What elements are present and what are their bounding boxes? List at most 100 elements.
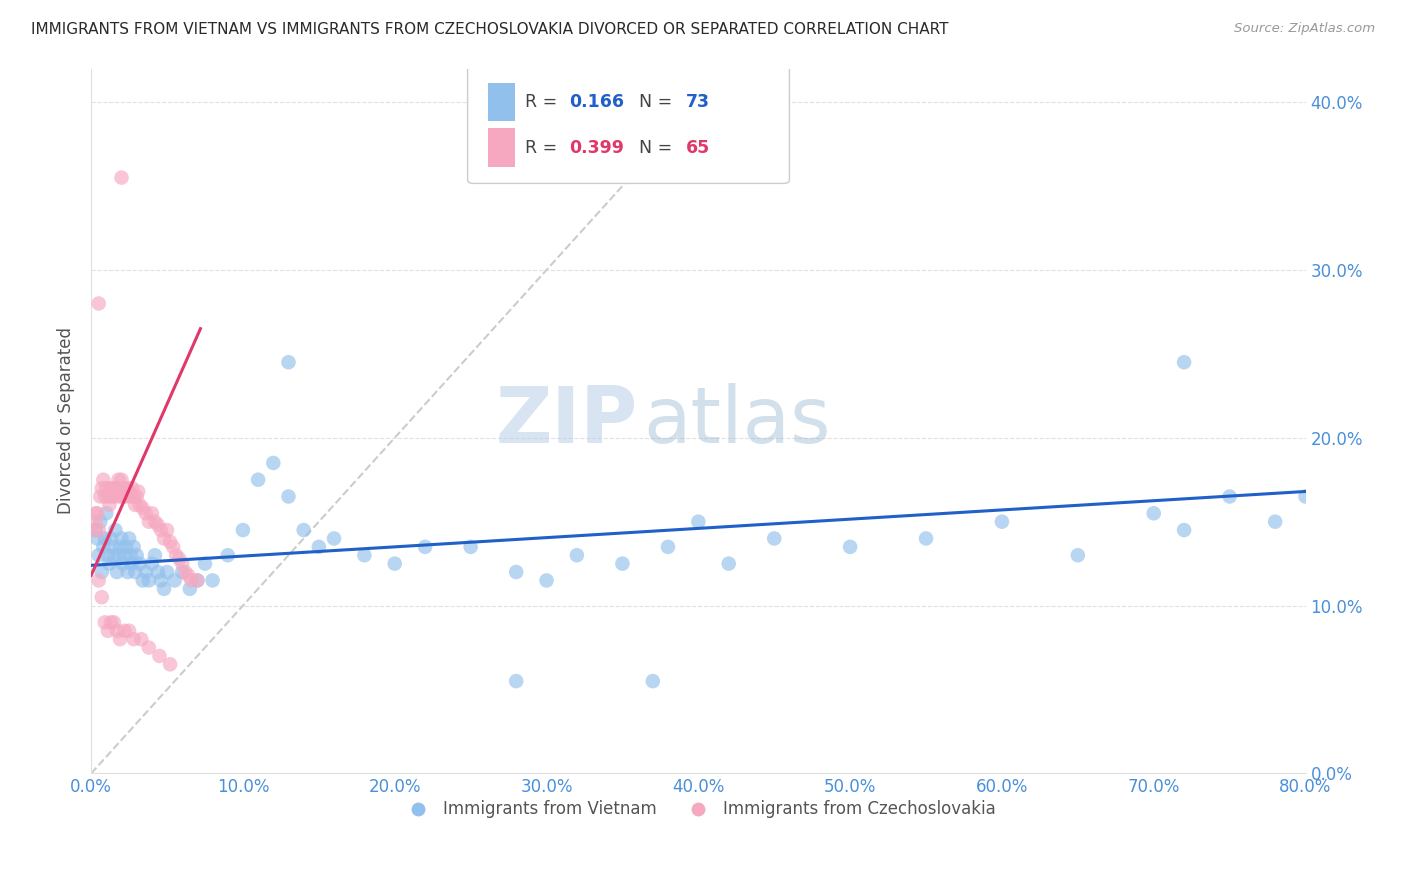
Point [87,574,110,588]
Text: 65: 65 [686,139,710,157]
Point [1264,515,1286,529]
Point [156,565,179,579]
Point [143,515,166,529]
Text: ZIP: ZIP [495,383,637,459]
Point [118,532,141,546]
Point [135,506,157,520]
Point [83,523,105,537]
Point [1295,490,1317,504]
Point [97,490,120,504]
Point [146,518,169,533]
Point [153,532,176,546]
Point [657,540,679,554]
Point [122,490,145,504]
Point [112,557,135,571]
Point [101,490,124,504]
Point [89,490,111,504]
Bar [488,83,515,121]
Point [98,557,121,571]
Point [565,548,588,562]
Point [135,565,157,579]
Point [505,674,527,689]
Point [114,548,136,562]
Point [101,540,124,554]
Point [277,355,299,369]
Point [90,591,112,605]
Point [141,557,163,571]
Point [108,490,131,504]
Point [138,574,160,588]
Point [120,548,142,562]
Point [138,640,160,655]
Point [100,481,122,495]
Point [91,473,114,487]
Legend: Immigrants from Vietnam, Immigrants from Czechoslovakia: Immigrants from Vietnam, Immigrants from… [394,794,1002,825]
Point [96,481,118,495]
Point [132,501,155,516]
Point [84,523,107,537]
Point [153,582,176,596]
Point [138,515,160,529]
Point [114,481,136,495]
Point [103,481,125,495]
Text: 0.399: 0.399 [569,139,624,157]
Bar [488,128,515,167]
Point [1219,490,1241,504]
Point [87,548,110,562]
Point [146,565,169,579]
Point [159,534,181,549]
Point [143,548,166,562]
Point [115,540,138,554]
Point [110,532,132,546]
Point [87,523,110,537]
Point [94,490,117,504]
Point [117,481,139,495]
Point [1067,548,1090,562]
Text: N =: N = [628,93,678,111]
Point [505,565,527,579]
Point [292,523,315,537]
Point [125,490,148,504]
Point [641,674,664,689]
Point [118,484,141,499]
Point [105,624,128,638]
Text: atlas: atlas [644,383,831,459]
Point [100,532,122,546]
Point [110,170,132,185]
Point [105,565,128,579]
Point [384,557,406,571]
Point [97,624,120,638]
Point [90,565,112,579]
Point [180,574,202,588]
Point [308,540,330,554]
Point [172,557,194,571]
Point [1173,523,1195,537]
Point [121,481,143,495]
Point [536,574,558,588]
Point [104,490,127,504]
Point [159,657,181,672]
Point [277,490,299,504]
Point [717,557,740,571]
Point [247,473,270,487]
Point [107,548,129,562]
Point [100,615,122,630]
Point [122,632,145,647]
Point [194,557,217,571]
Point [217,548,239,562]
Point [128,498,150,512]
Point [98,498,121,512]
Text: R =: R = [524,93,562,111]
Point [201,574,224,588]
Point [149,574,172,588]
FancyBboxPatch shape [468,60,789,184]
Point [413,540,436,554]
Point [124,498,146,512]
Point [94,615,117,630]
Point [84,515,107,529]
Point [172,565,194,579]
Point [97,548,120,562]
Point [129,632,152,647]
Point [86,532,108,546]
Point [107,473,129,487]
